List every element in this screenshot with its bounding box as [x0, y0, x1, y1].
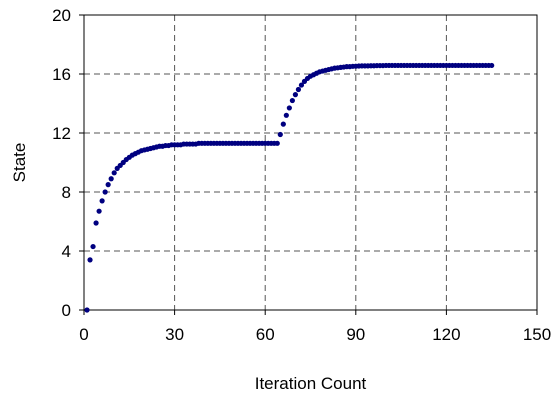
data-point	[111, 170, 117, 176]
x-tick-label: 60	[256, 325, 275, 344]
plot-area-border	[83, 14, 538, 311]
x-tick-label: 0	[79, 325, 88, 344]
y-tick-label: 4	[62, 242, 71, 261]
y-axis-title: State	[10, 143, 29, 183]
y-tick-label: 20	[52, 6, 71, 25]
data-point	[292, 92, 298, 98]
data-point	[298, 82, 305, 88]
axis-ticks	[79, 14, 538, 315]
data-point	[102, 189, 108, 195]
x-tick-label: 120	[432, 325, 460, 344]
x-tick-label: 30	[165, 325, 184, 344]
grid-lines	[84, 15, 537, 310]
y-tick-labels: 0 4 8 12 16 20	[52, 6, 71, 320]
data-point	[277, 131, 283, 138]
y-tick-label: 8	[62, 183, 71, 202]
y-tick-label: 0	[62, 301, 71, 320]
data-point	[295, 86, 302, 93]
y-tick-label: 16	[52, 65, 71, 84]
data-point	[105, 182, 111, 188]
data-point	[274, 140, 280, 146]
y-tick-label: 12	[52, 124, 71, 143]
data-point	[99, 198, 105, 204]
data-point	[90, 243, 96, 250]
data-point	[286, 105, 292, 111]
data-point	[93, 220, 99, 226]
data-points	[84, 62, 495, 313]
x-tick-labels: 0 30 60 90 120 150	[79, 325, 551, 344]
data-point	[283, 112, 289, 118]
x-axis-title: Iteration Count	[255, 374, 367, 393]
data-point	[289, 97, 295, 104]
x-tick-label: 90	[346, 325, 365, 344]
data-point	[87, 257, 93, 263]
data-point	[96, 208, 102, 214]
data-point	[84, 307, 90, 313]
data-point	[280, 121, 286, 127]
data-point	[489, 62, 495, 69]
data-point	[108, 176, 114, 182]
x-tick-label: 150	[523, 325, 551, 344]
